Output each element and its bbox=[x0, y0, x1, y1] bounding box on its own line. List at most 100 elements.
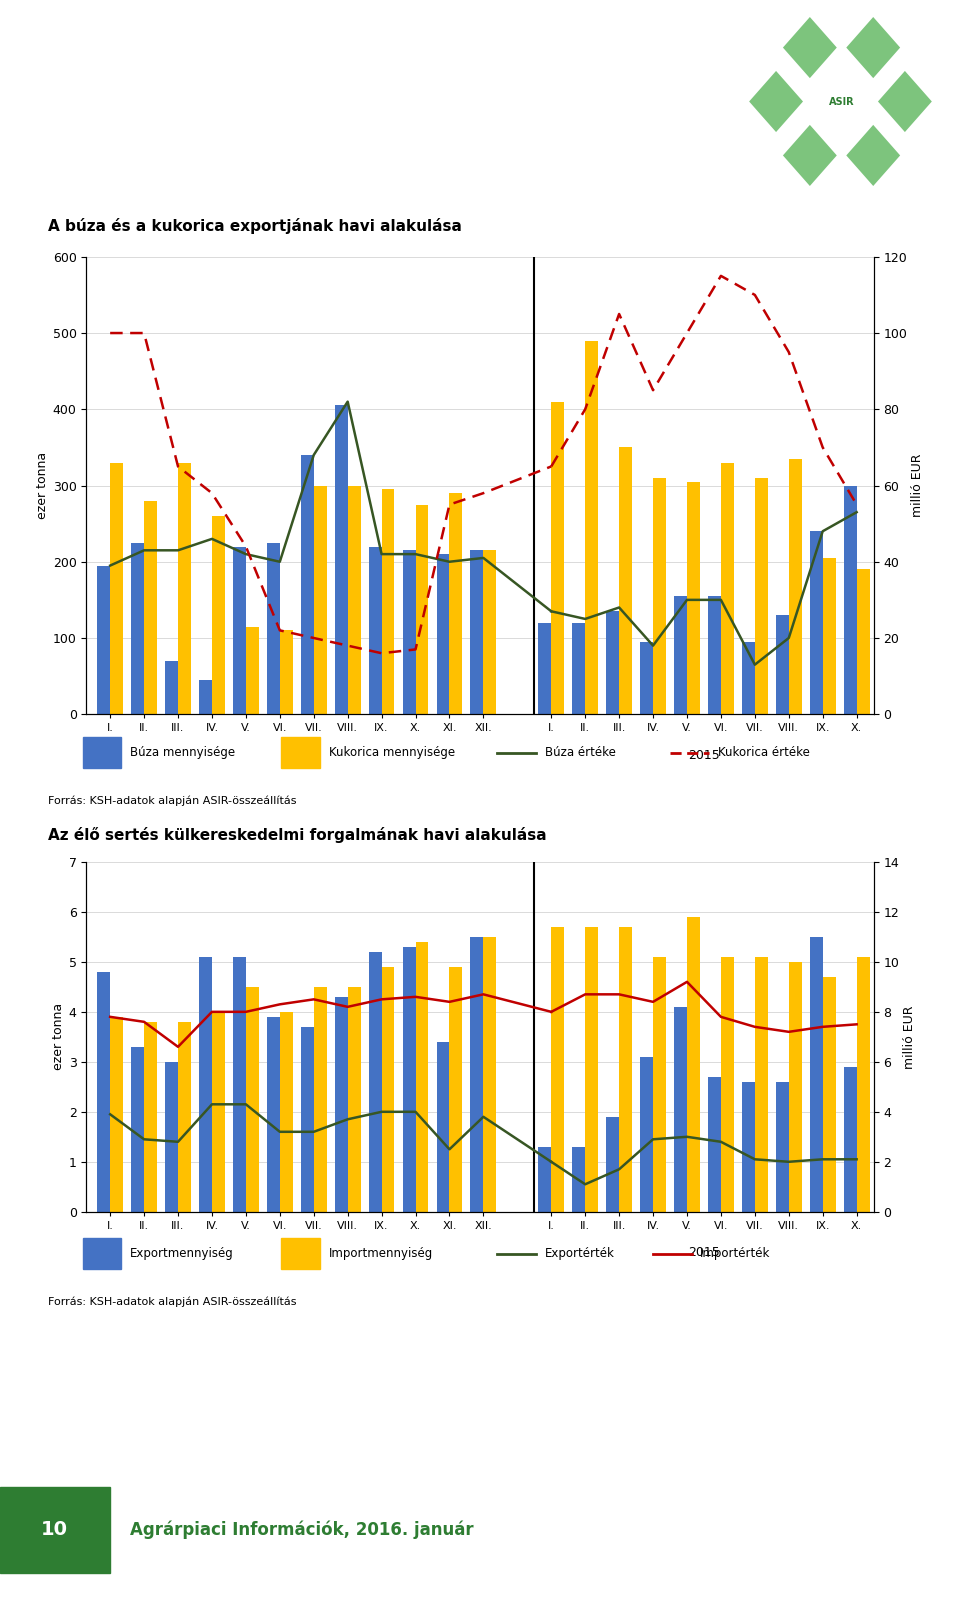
Bar bbox=[586, 340, 598, 714]
Bar bbox=[539, 623, 551, 714]
Bar bbox=[674, 1006, 687, 1212]
Bar bbox=[110, 462, 123, 714]
Bar bbox=[281, 1239, 321, 1268]
Bar bbox=[742, 1082, 755, 1212]
Y-axis label: ezer tonna: ezer tonna bbox=[36, 453, 49, 518]
Bar bbox=[551, 926, 564, 1212]
Bar bbox=[606, 612, 619, 714]
Y-axis label: millió EUR: millió EUR bbox=[903, 1005, 917, 1069]
Text: Búza értéke: Búza értéke bbox=[545, 746, 615, 759]
Bar bbox=[586, 926, 598, 1212]
Bar bbox=[844, 485, 856, 714]
Bar bbox=[233, 546, 246, 714]
Bar bbox=[279, 1011, 293, 1212]
Bar bbox=[708, 1077, 721, 1212]
Bar bbox=[674, 595, 687, 714]
Text: ASIR: ASIR bbox=[828, 96, 854, 106]
Bar bbox=[823, 559, 835, 714]
Text: Importérték: Importérték bbox=[701, 1247, 771, 1260]
Bar bbox=[97, 565, 110, 714]
Bar bbox=[97, 973, 110, 1212]
Y-axis label: ezer tonna: ezer tonna bbox=[52, 1003, 64, 1071]
Bar bbox=[742, 642, 755, 714]
Text: Exportmennyiség: Exportmennyiség bbox=[131, 1247, 234, 1260]
Polygon shape bbox=[878, 71, 932, 132]
Bar bbox=[755, 478, 768, 714]
Bar bbox=[267, 542, 279, 714]
Bar bbox=[402, 551, 416, 714]
Bar bbox=[687, 482, 700, 714]
Bar bbox=[640, 642, 653, 714]
Text: 2015: 2015 bbox=[688, 748, 720, 762]
Bar bbox=[551, 401, 564, 714]
Bar bbox=[83, 737, 121, 767]
Bar bbox=[314, 987, 326, 1212]
Bar bbox=[856, 570, 870, 714]
Bar bbox=[369, 546, 381, 714]
Bar bbox=[279, 631, 293, 714]
Bar bbox=[856, 957, 870, 1212]
Bar bbox=[199, 681, 212, 714]
Bar bbox=[810, 937, 823, 1212]
Bar bbox=[165, 1063, 178, 1212]
Bar bbox=[369, 952, 381, 1212]
Bar bbox=[144, 501, 157, 714]
Bar bbox=[212, 1011, 225, 1212]
Polygon shape bbox=[847, 125, 900, 186]
Bar bbox=[687, 916, 700, 1212]
Polygon shape bbox=[847, 18, 900, 79]
Bar bbox=[402, 947, 416, 1212]
Bar bbox=[844, 1067, 856, 1212]
Bar bbox=[539, 1148, 551, 1212]
Bar bbox=[653, 478, 666, 714]
Bar bbox=[449, 966, 463, 1212]
Bar bbox=[348, 485, 361, 714]
Bar bbox=[335, 406, 348, 714]
Bar bbox=[776, 1082, 789, 1212]
Bar bbox=[653, 957, 666, 1212]
Text: Búza mennyisége: Búza mennyisége bbox=[131, 746, 235, 759]
Bar bbox=[132, 1046, 144, 1212]
Bar bbox=[484, 551, 496, 714]
Bar bbox=[721, 957, 733, 1212]
Bar bbox=[212, 515, 225, 714]
Bar bbox=[335, 997, 348, 1212]
Text: A búza és a kukorica exportjának havi alakulása: A búza és a kukorica exportjának havi al… bbox=[48, 218, 462, 233]
Bar bbox=[381, 490, 395, 714]
Bar bbox=[572, 1148, 586, 1212]
Text: 10: 10 bbox=[41, 1520, 68, 1539]
Bar bbox=[144, 1022, 157, 1212]
Bar bbox=[810, 531, 823, 714]
Bar bbox=[300, 1027, 314, 1212]
Bar bbox=[178, 462, 191, 714]
Bar bbox=[314, 485, 326, 714]
Bar bbox=[437, 554, 449, 714]
Bar bbox=[300, 456, 314, 714]
Bar bbox=[470, 551, 484, 714]
Bar bbox=[267, 1018, 279, 1212]
Bar bbox=[178, 1022, 191, 1212]
Bar bbox=[381, 966, 395, 1212]
Text: 2015: 2015 bbox=[688, 1245, 720, 1260]
Text: Az élő sertés külkereskedelmi forgalmának havi alakulása: Az élő sertés külkereskedelmi forgalmána… bbox=[48, 827, 546, 843]
Bar bbox=[348, 987, 361, 1212]
Polygon shape bbox=[783, 18, 837, 79]
Text: Agrárpiaci Információk, 2016. január: Agrárpiaci Információk, 2016. január bbox=[130, 1520, 473, 1539]
Text: Exportérték: Exportérték bbox=[545, 1247, 614, 1260]
Bar bbox=[165, 661, 178, 714]
Polygon shape bbox=[783, 125, 837, 186]
Bar bbox=[83, 1239, 121, 1268]
Bar bbox=[416, 942, 428, 1212]
Bar bbox=[789, 961, 802, 1212]
Text: Kukorica értéke: Kukorica értéke bbox=[718, 746, 809, 759]
Bar bbox=[619, 926, 632, 1212]
Text: Forrás: KSH-adatok alapján ASIR-összeállítás: Forrás: KSH-adatok alapján ASIR-összeáll… bbox=[48, 1297, 297, 1306]
Polygon shape bbox=[749, 71, 803, 132]
Bar bbox=[708, 595, 721, 714]
Bar bbox=[776, 615, 789, 714]
Text: Forrás: KSH-adatok alapján ASIR-összeállítás: Forrás: KSH-adatok alapján ASIR-összeáll… bbox=[48, 796, 297, 806]
Bar bbox=[823, 977, 835, 1212]
Text: Importmennyiség: Importmennyiség bbox=[329, 1247, 433, 1260]
Text: Kukorica mennyisége: Kukorica mennyisége bbox=[329, 746, 455, 759]
Y-axis label: millió EUR: millió EUR bbox=[911, 454, 924, 517]
